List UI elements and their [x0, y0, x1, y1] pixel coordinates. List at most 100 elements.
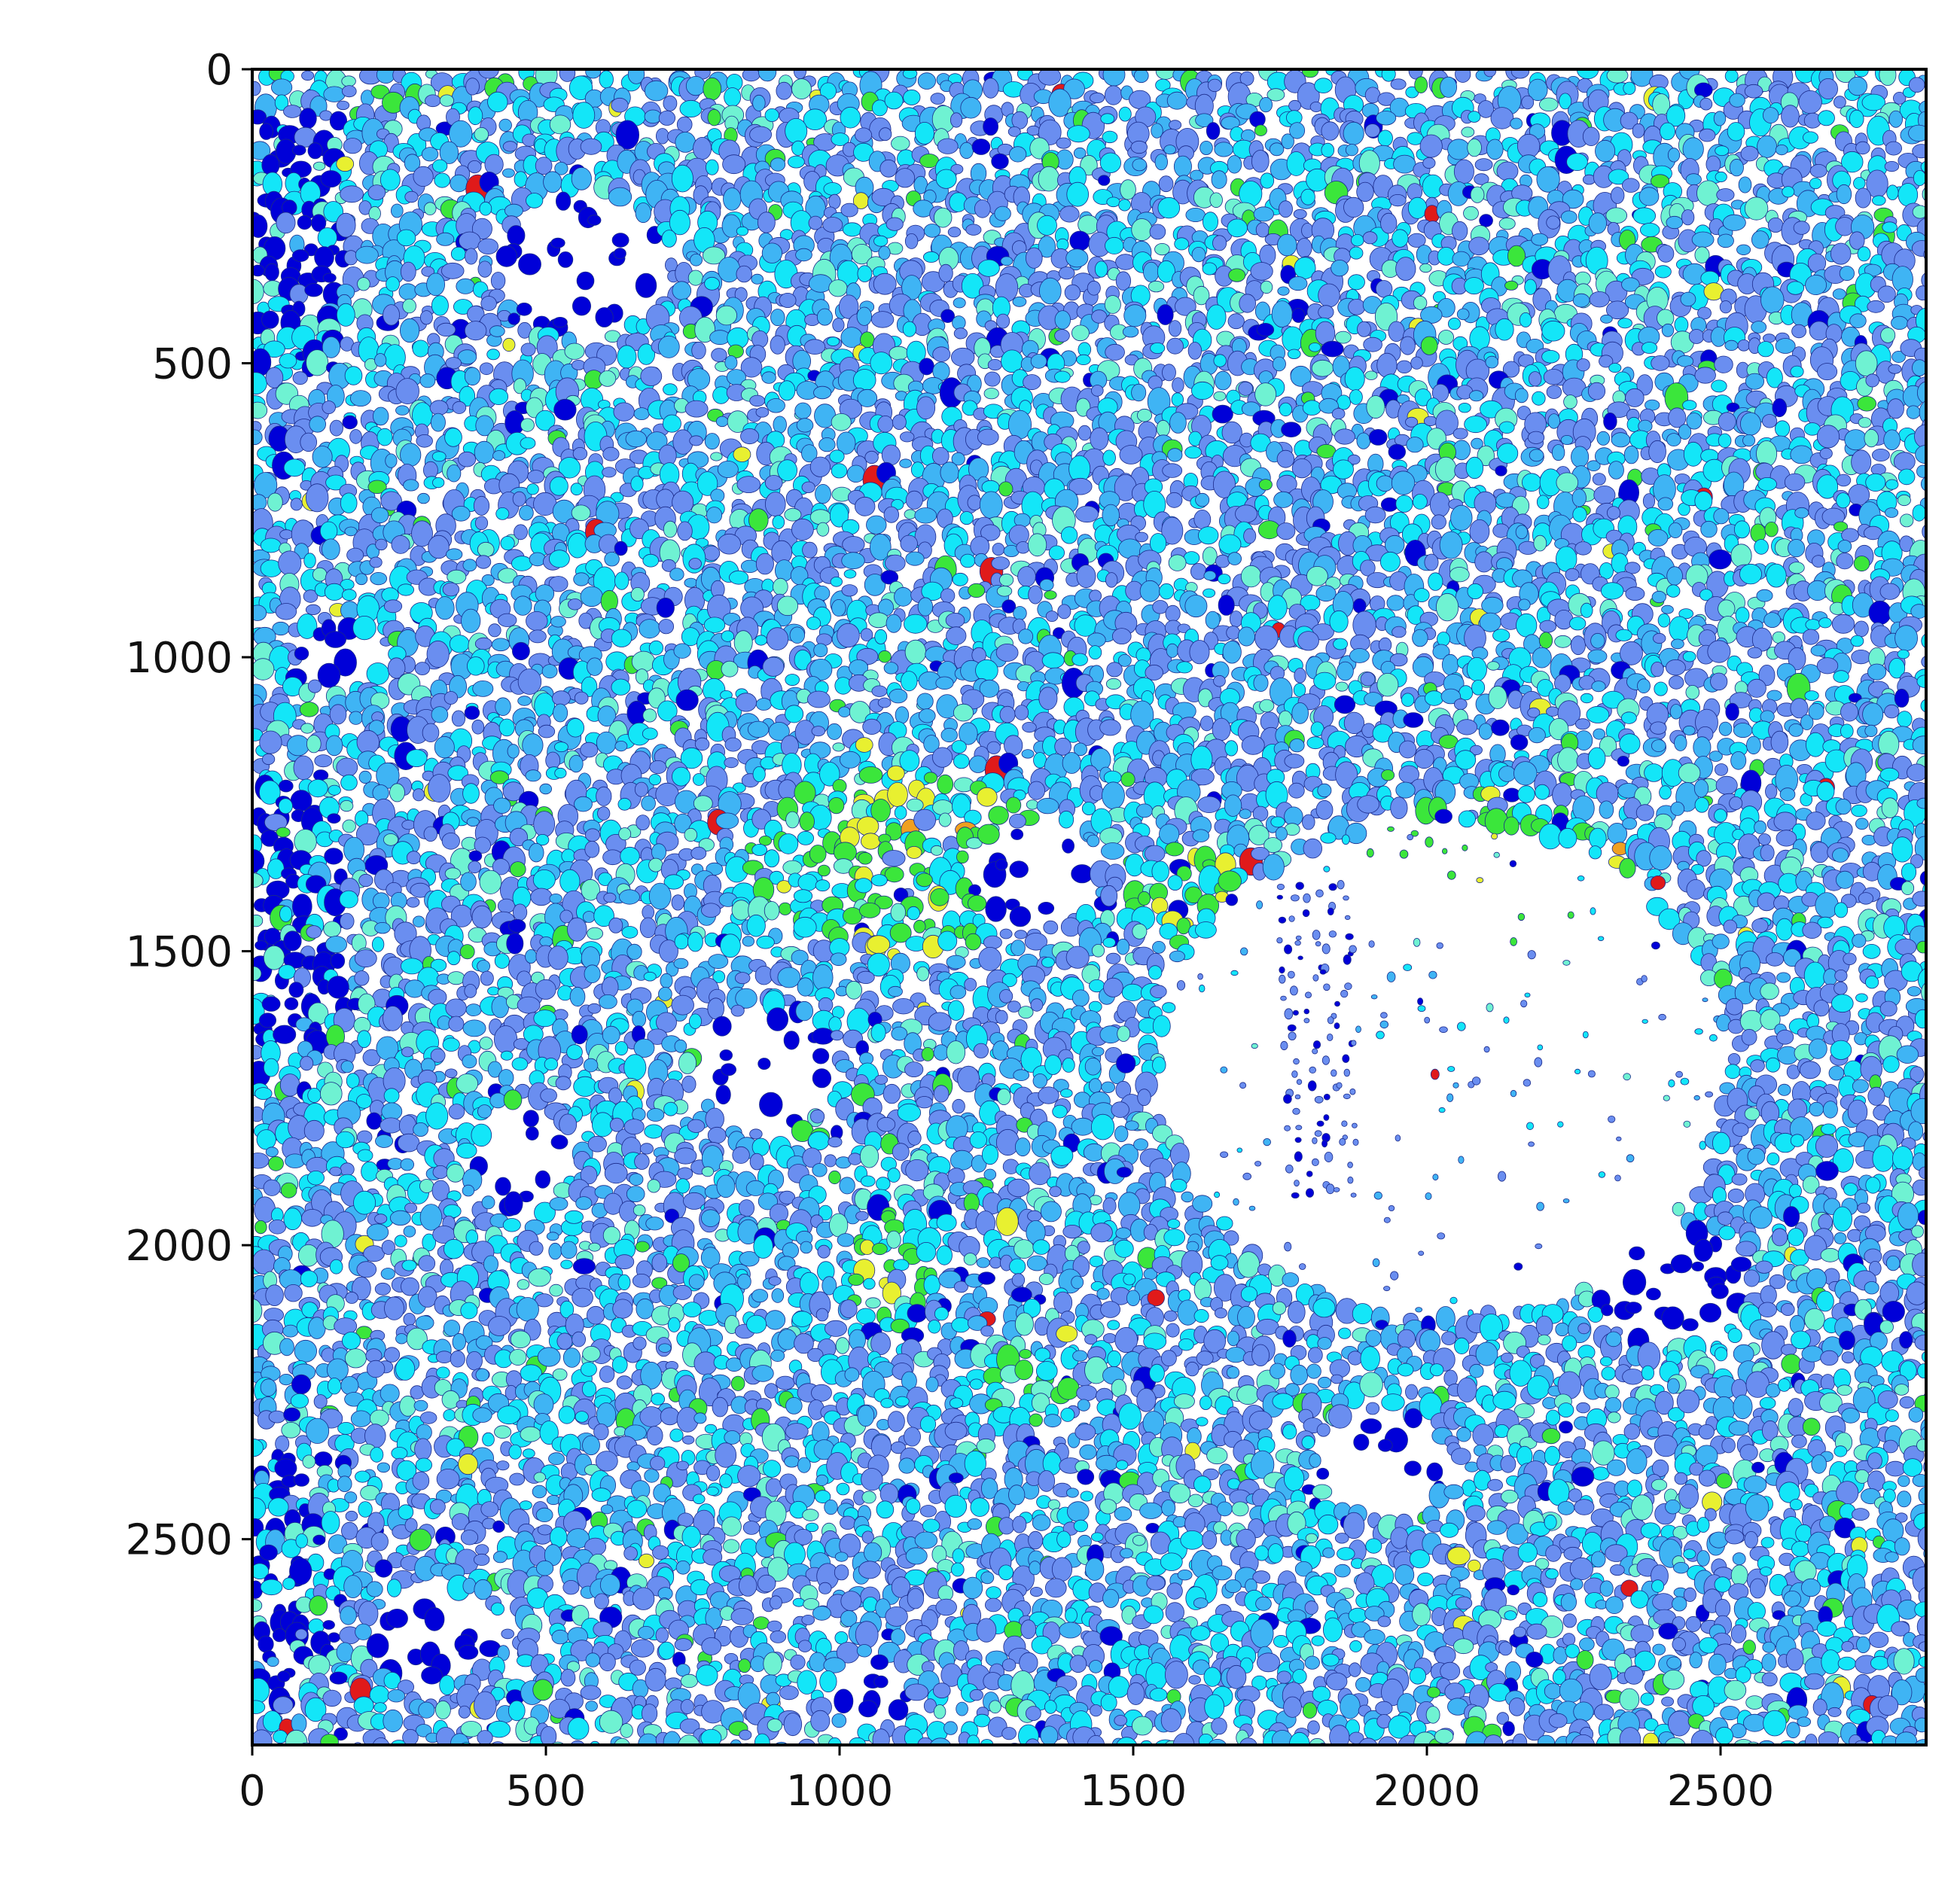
cell [1623, 445, 1639, 464]
cell [900, 534, 918, 553]
cell [1541, 349, 1560, 364]
cell [1867, 663, 1887, 681]
cell [940, 727, 958, 743]
cell [1491, 719, 1510, 736]
cell [1717, 233, 1734, 248]
cell [1424, 553, 1439, 571]
cell [1038, 687, 1058, 710]
cell [464, 321, 487, 341]
cell [1099, 152, 1122, 174]
cell [550, 616, 566, 628]
cell [571, 359, 586, 370]
cell [1168, 554, 1187, 571]
cell [1306, 736, 1324, 750]
cell [554, 741, 568, 753]
cell [642, 553, 659, 568]
cell [1812, 555, 1825, 568]
cell [522, 733, 544, 757]
cell [1888, 110, 1904, 128]
cell [960, 96, 982, 119]
cell [1651, 174, 1670, 188]
cell [834, 677, 852, 695]
cell [1105, 572, 1118, 588]
cell [959, 142, 974, 159]
cell [806, 617, 821, 630]
cell [1625, 586, 1645, 601]
cell [1213, 391, 1227, 401]
cell [1413, 494, 1428, 510]
cell [770, 335, 785, 355]
cell [1642, 493, 1656, 509]
cell [1851, 649, 1871, 665]
cell [905, 490, 923, 510]
cell [398, 283, 418, 300]
cell [970, 536, 990, 556]
cell [1908, 77, 1925, 93]
cell [983, 117, 998, 136]
cell [1089, 589, 1102, 602]
cell [1343, 711, 1365, 735]
cell [757, 212, 776, 233]
cell [498, 718, 515, 737]
cell [466, 656, 485, 676]
cell [866, 515, 887, 534]
cell [1184, 595, 1208, 618]
cell [1724, 340, 1739, 351]
cell [599, 370, 617, 387]
cell [549, 476, 568, 496]
cell [1682, 137, 1704, 161]
cell [986, 741, 1001, 754]
cell [1478, 723, 1493, 740]
cell [479, 201, 492, 216]
cell [1714, 763, 1728, 776]
cell [514, 524, 528, 541]
cell [870, 352, 893, 375]
cell [815, 483, 831, 504]
cell [252, 141, 271, 160]
cell [336, 303, 355, 327]
cell [1855, 187, 1872, 209]
cell [892, 414, 907, 430]
cell [992, 543, 1005, 556]
cell [1189, 640, 1210, 665]
cell [1481, 596, 1504, 614]
cell [1376, 111, 1397, 126]
cell [1802, 629, 1820, 645]
cell [391, 535, 410, 554]
cell [1221, 116, 1240, 130]
cell [1566, 153, 1588, 172]
cell [903, 89, 921, 105]
cell [1803, 131, 1818, 144]
cell [451, 505, 471, 522]
cell [1730, 544, 1752, 568]
cell [1670, 638, 1684, 650]
cell [879, 127, 892, 142]
cell [878, 650, 892, 663]
cell [977, 428, 999, 446]
cell [518, 253, 541, 276]
cell [1833, 670, 1849, 684]
cell [400, 443, 422, 467]
cell [340, 601, 359, 620]
cell [994, 206, 1011, 221]
cell [1468, 111, 1481, 123]
cell [840, 751, 861, 769]
cell [1615, 629, 1632, 641]
cell [1022, 721, 1037, 733]
cell [1159, 583, 1175, 600]
cell [1106, 662, 1123, 678]
cell [1772, 398, 1788, 418]
cell [1665, 659, 1686, 676]
cell [1788, 562, 1805, 574]
cell [1149, 533, 1167, 553]
cell [1407, 196, 1428, 219]
cell [329, 704, 347, 725]
cell [904, 639, 927, 665]
cell [1735, 607, 1750, 624]
cell [778, 380, 796, 401]
cell [1790, 445, 1813, 464]
cell [1347, 274, 1365, 291]
cell [1527, 78, 1548, 102]
cell [1718, 721, 1733, 736]
cell [442, 582, 460, 597]
